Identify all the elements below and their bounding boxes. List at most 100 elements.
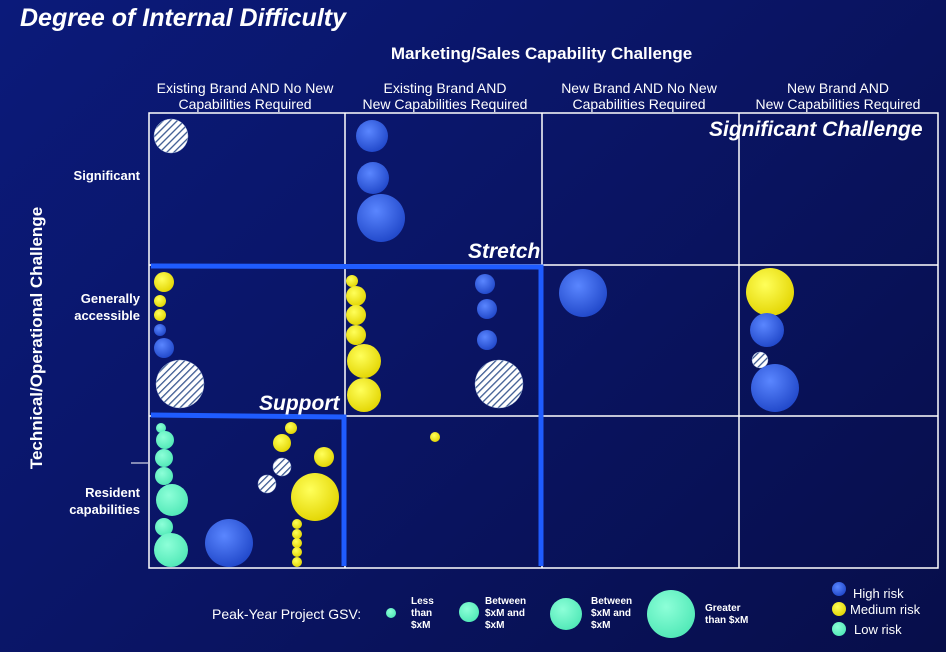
bubble-medium-risk — [347, 344, 381, 378]
bubble-low-risk — [156, 423, 166, 433]
bubble-hatched — [155, 359, 205, 409]
bubble-high-risk — [751, 364, 799, 412]
bubble-medium-risk — [292, 529, 302, 539]
legend-risk-label-medium: Medium risk — [850, 602, 921, 617]
zone-label-significant-challenge: Significant Challenge — [709, 118, 923, 141]
grid-border — [148, 112, 939, 569]
bubble-low-risk — [154, 533, 188, 567]
bubble-low-risk — [155, 518, 173, 536]
legend-size-line: $xM and — [485, 608, 526, 619]
bubble-hatched — [257, 474, 277, 494]
legend-size-line: Less — [411, 596, 434, 607]
legend-size-line: than $xM — [705, 615, 749, 626]
x-axis-title: Marketing/Sales Capability Challenge — [390, 44, 693, 63]
legend-risk-label-low: Low risk — [854, 622, 902, 637]
zone-label-support: Support — [259, 392, 340, 415]
legend-size-title: Peak-Year Project GSV: — [212, 606, 362, 622]
legend-risk-markers — [832, 582, 846, 636]
bubble-medium-risk — [292, 519, 302, 529]
bubble-low-risk — [156, 431, 174, 449]
bubble-high-risk — [357, 194, 405, 242]
column-header-line: Capabilities Required — [572, 96, 706, 112]
bubble-high-risk — [750, 313, 784, 347]
row-label-line: Significant — [73, 168, 140, 183]
legend-size-line: Greater — [705, 603, 741, 614]
column-header-1: Existing Brand AND No New Capabilities R… — [147, 80, 343, 112]
column-header-line: New Brand AND No New — [561, 80, 717, 96]
legend-size-line: Between — [591, 596, 633, 607]
legend-size-markers — [386, 590, 695, 638]
bubbles — [153, 118, 799, 567]
bubble-medium-risk — [314, 447, 334, 467]
legend-size-line: $xM — [591, 620, 611, 631]
legend-size-marker — [386, 608, 396, 618]
bubble-hatched — [751, 351, 769, 369]
bubble-hatched — [474, 359, 524, 409]
legend-size-label-3: Between $xM and $xM — [591, 596, 632, 632]
zone-label-stretch: Stretch — [468, 240, 541, 263]
bubble-medium-risk — [347, 378, 381, 412]
bubble-medium-risk — [154, 309, 166, 321]
bubble-medium-risk — [430, 432, 440, 442]
column-header-line: Existing Brand AND No New — [156, 80, 334, 96]
legend-size-line: $xM and — [591, 608, 632, 619]
bubble-medium-risk — [346, 325, 366, 345]
legend-size-marker — [647, 590, 695, 638]
legend-size-line: Between — [485, 596, 527, 607]
legend-risk-marker-medium — [832, 602, 846, 616]
bubble-high-risk — [154, 338, 174, 358]
bubble-medium-risk — [292, 547, 302, 557]
bubble-medium-risk — [746, 268, 794, 316]
column-header-line: New Capabilities Required — [362, 96, 528, 112]
column-header-line: Existing Brand AND — [383, 80, 507, 96]
legend-size-label-4: Greater than $xM — [705, 603, 748, 627]
bubble-hatched — [153, 118, 189, 154]
bubble-high-risk — [356, 120, 388, 152]
bubble-medium-risk — [346, 305, 366, 325]
legend-size-marker — [459, 602, 479, 622]
legend-size-marker — [550, 598, 582, 630]
legend-size-label-1: Less than $xM — [411, 596, 434, 632]
bubble-medium-risk — [285, 422, 297, 434]
row-label-line: Generally — [80, 291, 140, 306]
legend-size-line: $xM — [411, 620, 431, 631]
bubble-high-risk — [357, 162, 389, 194]
row-label-significant: Significant — [0, 167, 140, 184]
bubble-medium-risk — [292, 557, 302, 567]
bubble-hatched — [272, 457, 292, 477]
legend-risk-marker-high — [832, 582, 846, 596]
column-header-2: Existing Brand AND New Capabilities Requ… — [347, 80, 543, 112]
bubble-medium-risk — [273, 434, 291, 452]
row-label-resident-capabilities: Resident capabilities — [0, 484, 140, 518]
bubble-high-risk — [475, 274, 495, 294]
zone-boundaries — [150, 263, 544, 566]
column-header-line: Capabilities Required — [178, 96, 312, 112]
bubble-low-risk — [155, 467, 173, 485]
bubble-high-risk — [477, 299, 497, 319]
column-header-4: New Brand AND New Capabilities Required — [740, 80, 936, 112]
bubble-high-risk — [477, 330, 497, 350]
bubble-low-risk — [156, 484, 188, 516]
bubble-medium-risk — [292, 538, 302, 548]
bubble-low-risk — [155, 449, 173, 467]
bubble-high-risk — [559, 269, 607, 317]
column-header-line: New Capabilities Required — [755, 96, 921, 112]
bubble-medium-risk — [346, 286, 366, 306]
support-boundary — [150, 412, 347, 566]
page-title: Degree of Internal Difficulty — [20, 4, 346, 32]
bubble-medium-risk — [291, 473, 339, 521]
bubble-medium-risk — [346, 275, 358, 287]
column-header-line: New Brand AND — [787, 80, 889, 96]
legend-risk-label-high: High risk — [853, 586, 904, 601]
bubble-medium-risk — [154, 295, 166, 307]
bubble-medium-risk — [154, 272, 174, 292]
column-header-3: New Brand AND No New Capabilities Requir… — [541, 80, 737, 112]
legend-size-label-2: Between $xM and $xM — [485, 596, 526, 632]
row-label-generally-accessible: Generally accessible — [0, 290, 140, 324]
bubble-high-risk — [154, 324, 166, 336]
stretch-boundary — [150, 263, 544, 566]
row-label-line: capabilities — [69, 502, 140, 517]
row-label-line: accessible — [74, 308, 140, 323]
legend-risk-marker-low — [832, 622, 846, 636]
